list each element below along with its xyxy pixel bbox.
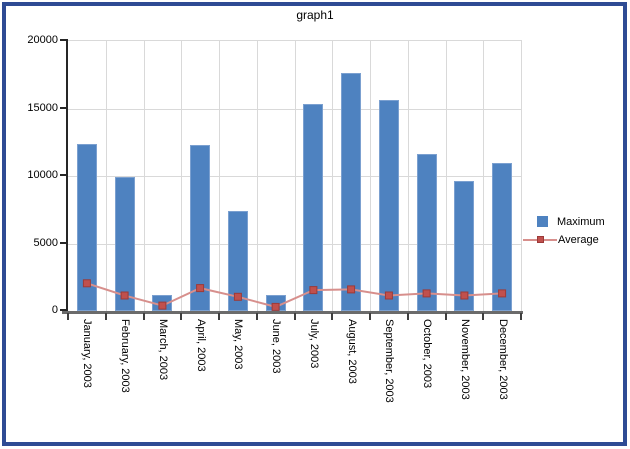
legend-item-maximum: Maximum [523, 214, 605, 229]
y-tick-label: 10000 [27, 169, 58, 181]
x-category-label: August, 2003 [345, 319, 358, 384]
average-marker [271, 302, 280, 311]
x-tick-mark [482, 313, 484, 320]
x-tick-mark [520, 313, 522, 320]
average-series-swatch [523, 235, 557, 244]
x-category-label: October, 2003 [421, 319, 434, 389]
average-marker [384, 291, 393, 300]
v-gridline [219, 41, 220, 311]
average-marker [498, 289, 507, 298]
x-category-label: February, 2003 [119, 319, 132, 393]
x-category-label: June, 2003 [270, 319, 283, 374]
x-tick-mark [256, 313, 258, 320]
average-marker-icon [537, 236, 544, 243]
v-gridline [106, 41, 107, 311]
x-category-label: April, 2003 [194, 319, 207, 372]
v-gridline [144, 41, 145, 311]
x-tick-mark [294, 313, 296, 320]
legend-label-average: Average [558, 233, 599, 246]
y-tick-mark [60, 39, 68, 41]
x-category-label: September, 2003 [383, 319, 396, 403]
y-tick-mark [60, 309, 68, 311]
h-gridline [68, 176, 521, 177]
v-gridline [257, 41, 258, 311]
x-category-label: May, 2003 [232, 319, 245, 370]
y-tick-mark [60, 242, 68, 244]
x-category-label: January, 2003 [81, 319, 94, 388]
bar [492, 163, 512, 311]
x-category-label: December, 2003 [496, 319, 509, 400]
y-tick-label: 15000 [27, 102, 58, 114]
v-gridline [408, 41, 409, 311]
chart-title: graph1 [296, 8, 334, 22]
y-tick-mark [60, 174, 68, 176]
average-marker [422, 289, 431, 298]
y-tick-label: 0 [51, 304, 58, 316]
y-axis-line [66, 40, 68, 314]
y-tick-label: 5000 [33, 237, 58, 249]
bar [417, 154, 437, 311]
average-line [86, 282, 503, 308]
x-category-label: March, 2003 [156, 319, 169, 381]
x-axis-labels: January, 2003 February, 2003 March, 2003 Ap… [68, 319, 523, 439]
x-category-label: November, 2003 [458, 319, 471, 400]
v-gridline [332, 41, 333, 311]
x-tick-mark [369, 313, 371, 320]
v-gridline [446, 41, 447, 311]
bar [228, 211, 248, 311]
average-marker [347, 285, 356, 294]
legend-label-maximum: Maximum [557, 215, 605, 228]
bar [379, 100, 399, 311]
v-gridline [483, 41, 484, 311]
h-gridline [68, 244, 521, 245]
x-axis-ticks [67, 313, 523, 320]
bar [454, 181, 474, 311]
x-category-label: July, 2003 [307, 319, 320, 369]
average-marker [120, 291, 129, 300]
average-marker [82, 279, 91, 288]
bar [77, 144, 97, 311]
plot-area [68, 40, 522, 311]
y-axis-labels: 0 5000 10000 15000 20000 [0, 34, 58, 316]
x-tick-mark [407, 313, 409, 320]
average-marker [196, 284, 205, 293]
maximum-series-swatch [537, 216, 548, 227]
bar [303, 104, 323, 311]
legend-item-average: Average [523, 232, 605, 247]
x-tick-mark [331, 313, 333, 320]
x-axis-line [62, 311, 523, 314]
x-tick-mark [180, 313, 182, 320]
legend: Maximum Average [523, 214, 605, 250]
x-tick-mark [445, 313, 447, 320]
y-axis-ticks [60, 39, 68, 312]
x-tick-mark [67, 313, 69, 320]
average-marker [460, 291, 469, 300]
v-gridline [370, 41, 371, 311]
bar [190, 145, 210, 311]
h-gridline [68, 109, 521, 110]
bar [115, 177, 135, 311]
x-tick-mark [218, 313, 220, 320]
x-tick-mark [105, 313, 107, 320]
line-series-average [82, 279, 507, 311]
v-gridline [181, 41, 182, 311]
v-gridline [295, 41, 296, 311]
average-marker [158, 301, 167, 310]
x-tick-mark [143, 313, 145, 320]
y-tick-mark [60, 107, 68, 109]
average-marker [233, 292, 242, 301]
y-tick-label: 20000 [27, 34, 58, 46]
bar [341, 73, 361, 311]
average-marker [309, 286, 318, 295]
